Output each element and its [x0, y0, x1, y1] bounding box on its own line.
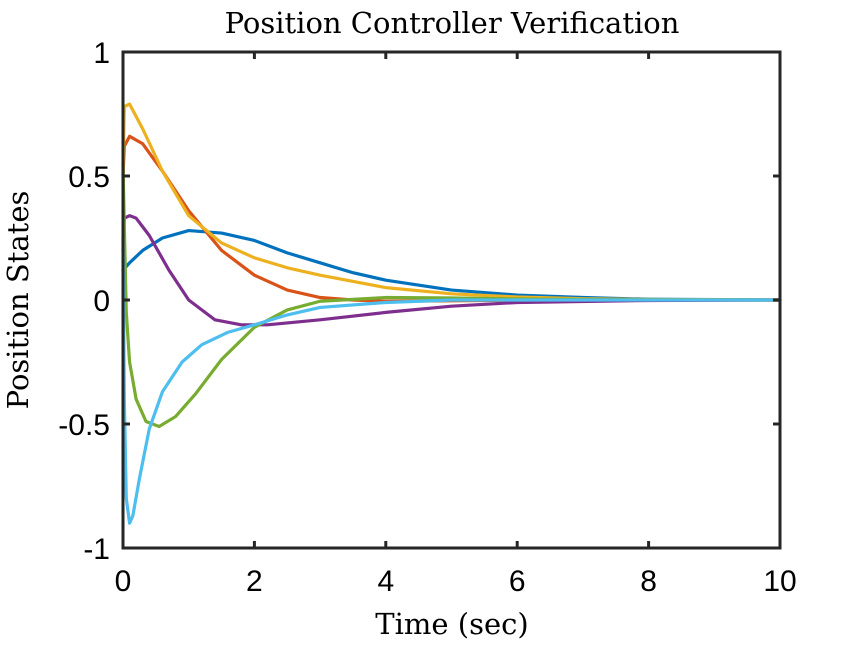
y-tick-label-4: 1 — [93, 37, 110, 70]
x-tick-label-1: 2 — [246, 565, 263, 598]
x-tick-label-0: 0 — [115, 565, 132, 598]
y-tick-label-0: -1 — [83, 533, 110, 566]
x-axis-label: Time (sec) — [375, 607, 528, 641]
series-line-5 — [121, 162, 782, 429]
series-line-4 — [121, 214, 782, 327]
tick-layer: 0 2 4 6 8 10 -1 -0.5 0 0.5 1 — [58, 37, 796, 598]
plot-frame — [121, 50, 782, 550]
series-line-6 — [121, 236, 782, 525]
chart-title: Position Controller Verification — [225, 6, 680, 40]
x-tick-label-2: 4 — [377, 565, 394, 598]
y-tick-label-3: 0.5 — [68, 161, 110, 194]
x-tick-label-5: 10 — [763, 565, 796, 598]
x-tick-label-3: 6 — [509, 565, 526, 598]
x-tick-label-4: 8 — [640, 565, 657, 598]
series-layer — [121, 102, 782, 525]
y-axis-label: Position States — [1, 191, 35, 410]
y-tick-label-2: 0 — [93, 285, 110, 318]
y-tick-label-1: -0.5 — [58, 409, 110, 442]
